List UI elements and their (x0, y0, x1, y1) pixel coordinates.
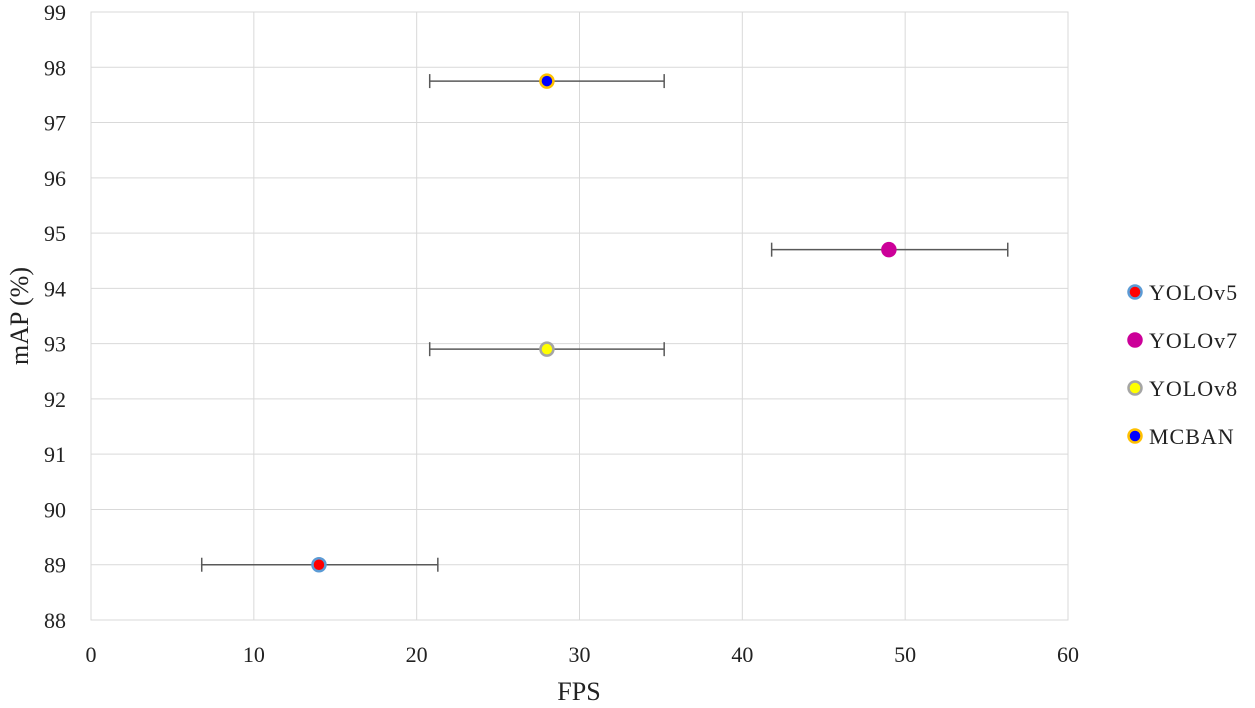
y-tick-label: 88 (44, 608, 66, 633)
legend-marker-yolov5 (1127, 284, 1143, 300)
legend-marker-mcban (1127, 428, 1143, 444)
point-yolov5 (311, 556, 327, 573)
x-tick-labels: 0 10 20 30 40 50 60 (86, 642, 1080, 667)
error-bars (200, 74, 1009, 572)
y-tick-label: 95 (44, 221, 66, 246)
axes (90, 11, 1069, 621)
legend-label-yolov5: YOLOv5 (1149, 280, 1238, 305)
x-tick-label: 60 (1057, 642, 1079, 667)
legend: YOLOv5 YOLOv7 YOLOv8 MCBAN (1127, 280, 1238, 449)
y-tick-label: 93 (44, 332, 66, 357)
y-tick-label: 92 (44, 387, 66, 412)
y-tick-labels: 88 89 90 91 92 93 94 95 96 97 98 99 (44, 0, 66, 633)
x-axis-title: FPS (557, 677, 600, 706)
y-tick-label: 91 (44, 442, 66, 467)
y-tick-label: 99 (44, 0, 66, 25)
grid-lines (90, 11, 1069, 621)
x-tick-label: 10 (243, 642, 265, 667)
point-mcban (539, 73, 555, 89)
y-tick-label: 97 (44, 111, 66, 136)
legend-marker-yolov8 (1127, 380, 1143, 396)
x-tick-label: 50 (894, 642, 916, 667)
y-axis-title: mAP (%) (5, 267, 34, 365)
y-tick-label: 90 (44, 497, 66, 522)
legend-label-yolov7: YOLOv7 (1149, 328, 1238, 353)
y-tick-label: 94 (44, 276, 66, 301)
point-yolov7 (881, 241, 897, 258)
x-tick-label: 30 (569, 642, 591, 667)
y-tick-label: 96 (44, 166, 66, 191)
point-yolov8 (539, 341, 555, 357)
legend-marker-yolov7 (1127, 332, 1143, 348)
x-tick-label: 20 (406, 642, 428, 667)
x-tick-label: 0 (86, 642, 97, 667)
legend-label-yolov8: YOLOv8 (1149, 376, 1238, 401)
legend-label-mcban: MCBAN (1149, 424, 1235, 449)
y-tick-label: 98 (44, 55, 66, 80)
x-tick-label: 40 (731, 642, 753, 667)
data-points (311, 73, 897, 573)
y-tick-label: 89 (44, 553, 66, 578)
